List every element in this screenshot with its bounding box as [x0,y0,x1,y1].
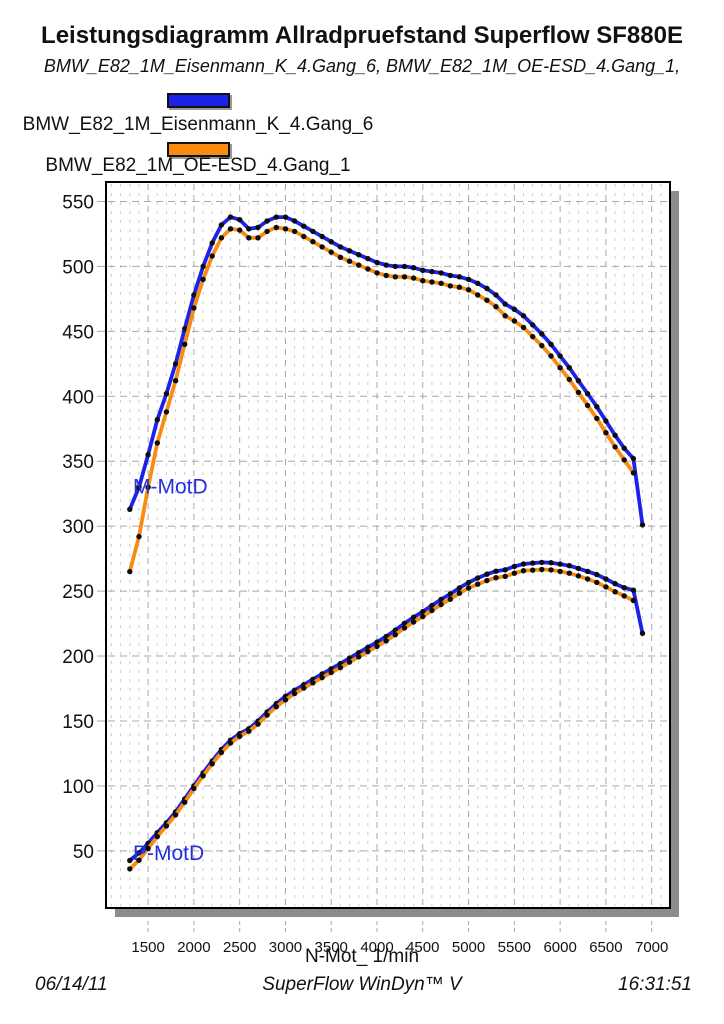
y-tick-label: 50 [73,842,94,863]
page-title: Leistungsdiagramm Allradpruefstand Super… [41,22,683,49]
footer-time: 16:31:51 [618,974,692,995]
y-tick-label: 300 [62,517,94,538]
plot-area [105,181,671,909]
dyno-chart-svg: 1500 2000 2500 3000 3500 4000 4500 5000 5500 6000… [62,181,679,956]
x-tick-labels: 1500 2000 2500 3000 3500 4000 4500 5000 5500 6000… [131,939,668,956]
x-tick-label: 2000 [177,939,210,952]
x-tick-label: 3500 [315,939,348,952]
legend-swatch-eisenmann [167,93,230,108]
x-tick-label: 4000 [360,939,393,952]
torque-oe-esd-points [127,224,637,575]
x-tick-label: 7000 [635,939,668,952]
x-axis-title: N-Mot_ 1/min [304,946,420,967]
x-axis-ticks [147,921,653,935]
torque-eisenmann-points [127,214,646,528]
footer-date: 06/14/11 [35,974,108,995]
y-tick-labels: 50 100 150 200 250 300 350 400 450 500 550 [62,192,94,862]
page-subtitle: BMW_E82_1M_Eisenmann_K_4.Gang_6, BMW_E82… [43,56,681,76]
y-tick-label: 250 [62,582,94,603]
annotation-p-motd: P-MotD [133,842,204,865]
x-tick-label: 6000 [543,939,576,952]
dyno-chart: 1500 2000 2500 3000 3500 4000 4500 5000 5500 6000… [36,172,724,956]
grid-minor-vertical [110,184,662,906]
y-tick-label: 550 [62,192,94,213]
legend-label-eisenmann: BMW_E82_1M_Eisenmann_K_4.Gang_6 [22,114,374,135]
y-tick-label: 500 [62,257,94,278]
x-tick-label: 1500 [131,939,164,952]
x-tick-label: 3000 [269,939,302,952]
x-tick-label: 2500 [223,939,256,952]
x-tick-label: 5000 [452,939,485,952]
x-tick-label: 5500 [498,939,531,952]
legend-label-oe-esd: BMW_E82_1M_OE-ESD_4.Gang_1 [45,155,351,176]
y-tick-label: 100 [62,777,94,798]
y-tick-label: 450 [62,322,94,343]
power-oe-esd-points [127,566,637,872]
legend-swatch-oe-esd [167,142,230,157]
x-tick-label: 6500 [589,939,622,952]
footer-app-name: SuperFlow WinDyn™ V [262,974,462,995]
x-tick-label: 4500 [406,939,439,952]
annotation-m-motd: M-MotD [133,476,208,499]
y-tick-label: 350 [62,452,94,473]
y-tick-label: 200 [62,647,94,668]
y-tick-label: 400 [62,387,94,408]
y-tick-label: 150 [62,712,94,733]
